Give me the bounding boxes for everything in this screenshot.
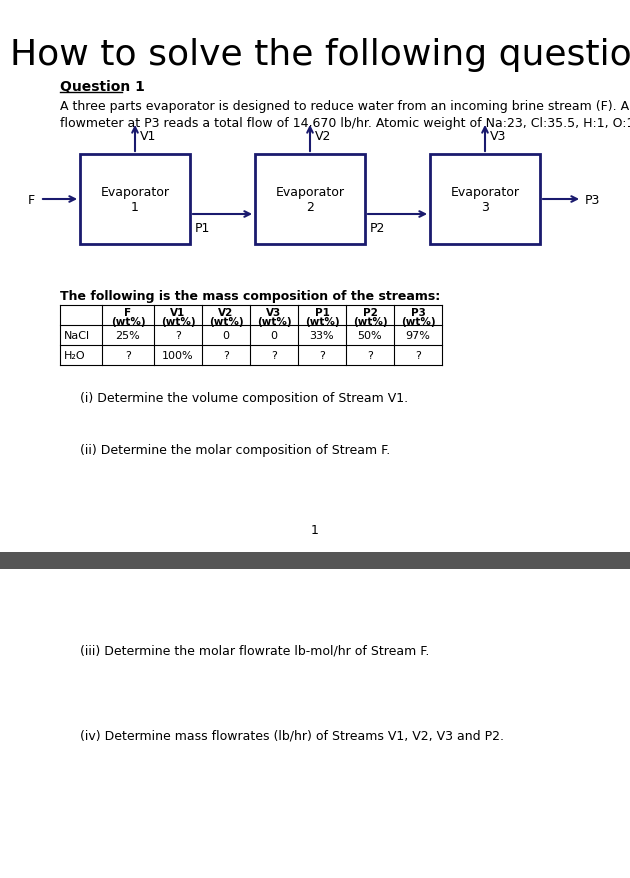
Text: P2: P2 [362,307,377,318]
Text: V1: V1 [170,307,186,318]
Text: ?: ? [223,350,229,361]
Text: F: F [125,307,132,318]
Text: (iii) Determine the molar flowrate lb-mol/hr of Stream F.: (iii) Determine the molar flowrate lb-mo… [80,644,430,658]
Text: V3: V3 [490,130,507,143]
Text: (wt%): (wt%) [256,317,291,327]
Text: F: F [28,193,35,206]
Text: P3: P3 [411,307,425,318]
Text: 0: 0 [270,331,277,341]
Text: The following is the mass composition of the streams:: The following is the mass composition of… [60,290,440,303]
Text: 1: 1 [311,523,319,536]
Text: NaCl: NaCl [64,331,90,341]
Text: (iv) Determine mass flowrates (lb/hr) of Streams V1, V2, V3 and P2.: (iv) Determine mass flowrates (lb/hr) of… [80,729,504,742]
Text: ?: ? [271,350,277,361]
Text: 0: 0 [222,331,229,341]
Text: (wt%): (wt%) [111,317,146,327]
Text: P3: P3 [585,193,600,206]
Text: Evaporator
3: Evaporator 3 [450,186,520,213]
Text: ?: ? [367,350,373,361]
Text: 100%: 100% [162,350,194,361]
Text: V2: V2 [315,130,331,143]
Text: (wt%): (wt%) [209,317,243,327]
Text: V2: V2 [219,307,234,318]
Text: (wt%): (wt%) [401,317,435,327]
Text: 50%: 50% [358,331,382,341]
Text: 33%: 33% [310,331,335,341]
Text: (wt%): (wt%) [353,317,387,327]
FancyBboxPatch shape [430,155,540,245]
Text: Question 1: Question 1 [60,80,145,94]
Text: Evaporator
1: Evaporator 1 [101,186,169,213]
Text: V3: V3 [266,307,282,318]
Text: How to solve the following question?: How to solve the following question? [10,38,630,72]
Text: H₂O: H₂O [64,350,86,361]
Text: V1: V1 [140,130,156,143]
Text: P1: P1 [314,307,329,318]
Text: (wt%): (wt%) [161,317,195,327]
Text: 25%: 25% [116,331,140,341]
Bar [0,552,630,569]
Text: (i) Determine the volume composition of Stream V1.: (i) Determine the volume composition of … [80,392,408,405]
FancyBboxPatch shape [80,155,190,245]
Text: P1: P1 [195,222,210,235]
Text: ?: ? [319,350,325,361]
Text: 97%: 97% [406,331,430,341]
Text: ?: ? [175,331,181,341]
Text: ?: ? [125,350,131,361]
Text: (ii) Determine the molar composition of Stream F.: (ii) Determine the molar composition of … [80,443,390,457]
Text: Evaporator
2: Evaporator 2 [275,186,345,213]
Text: ?: ? [415,350,421,361]
Text: (wt%): (wt%) [305,317,340,327]
Text: P2: P2 [370,222,386,235]
FancyBboxPatch shape [255,155,365,245]
Text: A three parts evaporator is designed to reduce water from an incoming brine stre: A three parts evaporator is designed to … [60,100,630,130]
